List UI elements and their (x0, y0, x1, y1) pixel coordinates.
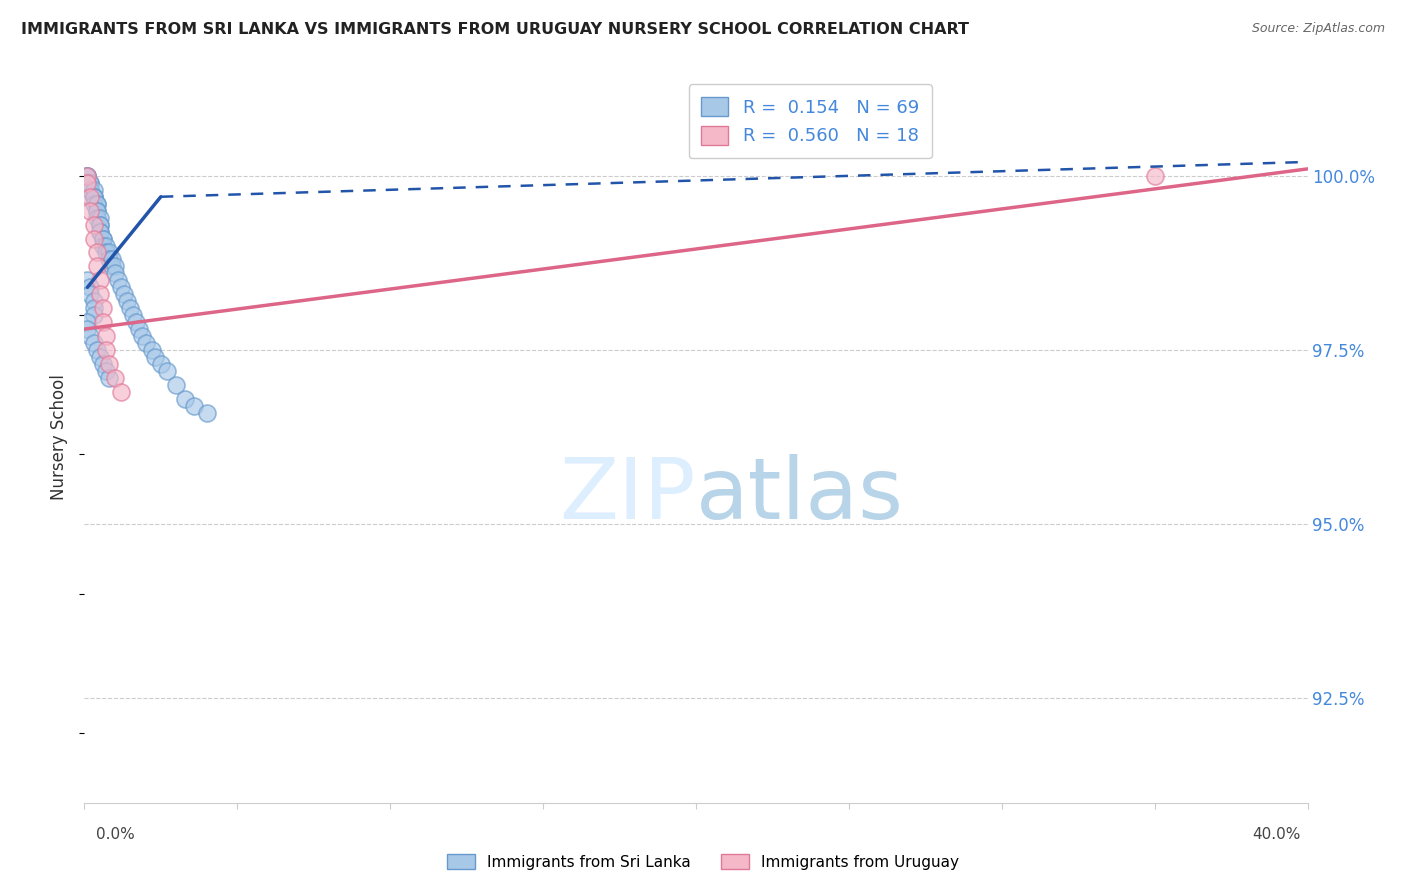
Point (83, 301, 105, 316)
Point (79, 280, 101, 294)
Point (89, 225, 111, 239)
Point (89, 350, 111, 364)
Point (141, 343, 163, 357)
Legend: Immigrants from Sri Lanka, Immigrants from Uruguay: Immigrants from Sri Lanka, Immigrants fr… (440, 846, 966, 877)
Text: atlas: atlas (696, 454, 904, 537)
Point (76, 176, 98, 190)
Point (79, 183, 101, 197)
Point (195, 406, 218, 420)
Point (101, 260, 124, 274)
Point (91, 301, 114, 316)
Point (79, 287, 101, 301)
Point (94, 343, 117, 357)
Point (89, 287, 111, 301)
Point (149, 357, 172, 371)
Point (79, 190, 101, 204)
Point (97, 371, 120, 385)
Point (165, 377, 187, 392)
Point (91, 357, 114, 371)
Point (89, 218, 111, 232)
Point (83, 183, 105, 197)
Point (79, 176, 101, 190)
Point (79, 203, 101, 218)
Point (76, 273, 98, 287)
Point (110, 384, 132, 399)
Point (76, 169, 98, 183)
Point (104, 371, 127, 385)
Point (83, 231, 105, 245)
Legend: R =  0.154   N = 69, R =  0.560   N = 18: R = 0.154 N = 69, R = 0.560 N = 18 (689, 84, 932, 158)
Point (86, 203, 108, 218)
Point (135, 336, 157, 351)
Point (112, 287, 135, 301)
Point (86, 203, 108, 218)
Text: IMMIGRANTS FROM SRI LANKA VS IMMIGRANTS FROM URUGUAY NURSERY SCHOOL CORRELATION : IMMIGRANTS FROM SRI LANKA VS IMMIGRANTS … (21, 22, 969, 37)
Point (76, 322, 98, 336)
Point (83, 190, 105, 204)
Point (83, 196, 105, 211)
Point (183, 399, 205, 413)
Point (143, 350, 166, 364)
Point (104, 266, 127, 280)
Point (79, 183, 101, 197)
Point (83, 308, 105, 322)
Point (76, 169, 98, 183)
Point (110, 280, 132, 294)
Point (83, 294, 105, 309)
Point (89, 211, 111, 225)
Point (86, 211, 108, 225)
Text: 40.0%: 40.0% (1253, 827, 1301, 841)
Point (94, 364, 117, 378)
Point (86, 196, 108, 211)
Point (97, 252, 120, 267)
Point (156, 364, 179, 378)
Point (83, 218, 105, 232)
Point (1143, 169, 1166, 183)
Point (91, 238, 114, 252)
Point (86, 196, 108, 211)
Point (101, 252, 124, 267)
Point (94, 329, 117, 343)
Point (86, 343, 108, 357)
Point (76, 176, 98, 190)
Point (120, 301, 142, 316)
Point (94, 238, 117, 252)
Point (115, 294, 138, 309)
Point (76, 176, 98, 190)
Point (131, 329, 153, 343)
Point (97, 357, 120, 371)
Point (97, 245, 120, 260)
Y-axis label: Nursery School: Nursery School (51, 374, 69, 500)
Point (79, 183, 101, 197)
Point (107, 273, 129, 287)
Point (91, 315, 114, 329)
Text: 0.0%: 0.0% (96, 827, 135, 841)
Point (91, 231, 114, 245)
Point (174, 392, 197, 406)
Text: ZIP: ZIP (560, 454, 696, 537)
Point (83, 190, 105, 204)
Point (86, 245, 108, 260)
Point (79, 329, 101, 343)
Point (125, 315, 148, 329)
Point (83, 190, 105, 204)
Point (94, 245, 117, 260)
Point (89, 273, 111, 287)
Point (91, 231, 114, 245)
Point (76, 169, 98, 183)
Point (83, 336, 105, 351)
Point (76, 315, 98, 329)
Point (76, 169, 98, 183)
Point (89, 225, 111, 239)
Point (89, 218, 111, 232)
Point (128, 322, 150, 336)
Point (104, 260, 127, 274)
Point (86, 260, 108, 274)
Point (79, 176, 101, 190)
Text: Source: ZipAtlas.com: Source: ZipAtlas.com (1251, 22, 1385, 36)
Point (122, 308, 145, 322)
